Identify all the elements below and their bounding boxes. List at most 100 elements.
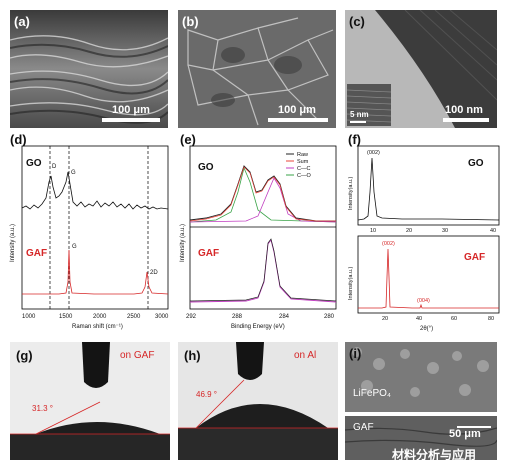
gaf-raman-trace (22, 249, 169, 295)
legend-co: C—O (297, 173, 311, 179)
raman-xtick-1: 1500 (59, 314, 73, 320)
panel-b-label: (b) (182, 14, 199, 29)
xps-gaf-cc-component (189, 238, 337, 303)
panel-c-label: (c) (349, 14, 365, 29)
raman-xtick-0: 1000 (22, 314, 36, 320)
layer-label-gaf: GAF (353, 422, 374, 433)
surface-label-h: on Al (294, 350, 317, 361)
panel-b-sem: (b) 100 μm (178, 10, 336, 128)
legend-cc: C—C (297, 166, 310, 172)
raman-g-peak-label-gaf: G (72, 244, 77, 250)
tem-image-c (345, 10, 497, 128)
xps-gaf-label: GAF (198, 248, 219, 259)
needle-h (236, 342, 264, 380)
scale-bar-a (102, 118, 160, 122)
xps-xlabel: Binding Energy (eV) (231, 324, 285, 330)
raman-xlabel: Raman shift (cm⁻¹) (72, 324, 123, 330)
xps-ylabel: Intensity (a.u.) (180, 224, 186, 262)
xrd-bottom-xtick-0: 20 (382, 316, 388, 322)
panel-d-raman: GO D G GAF G 2D Intensity (a.u.) 1000 15… (4, 132, 174, 337)
raman-chart: GO D G GAF G 2D Intensity (a.u.) 1000 15… (10, 145, 169, 330)
xps-xtick-2: 284 (279, 314, 290, 320)
xrd-bottom-xtick-1: 40 (416, 316, 422, 322)
panel-i-cross-section: (i) LiFePO₄ GAF 50 μm (345, 342, 497, 460)
raman-g-peak-label-go: G (71, 170, 76, 176)
xps-go-sum-trace (189, 166, 336, 222)
raman-go-label: GO (26, 158, 42, 169)
xps-go-raw-trace (189, 165, 336, 222)
legend-sum: Sum (297, 159, 309, 165)
xrd-gaf-label: GAF (464, 252, 485, 263)
xrd-gaf-trace (358, 248, 499, 309)
scale-bar-c (443, 118, 489, 122)
layer-label-lfp: LiFePO₄ (353, 388, 391, 399)
raman-ylabel: Intensity (a.u.) (10, 224, 16, 262)
xrd-go-trace (357, 157, 500, 221)
xps-go-cc-component (189, 177, 337, 223)
xrd-ylabel-top: Intensity(a.u.) (348, 177, 354, 210)
contact-angle-h: 46.9 ° (196, 390, 217, 399)
surface-label-g: on GAF (120, 350, 155, 361)
xps-go-label: GO (198, 162, 214, 173)
xrd-go-peak-label: (002) (367, 150, 380, 156)
panel-h-label: (h) (184, 348, 201, 363)
droplet-image-g (10, 342, 170, 460)
scale-label-c: 100 nm (445, 104, 483, 116)
raman-d-peak-label: D (52, 164, 57, 170)
panel-h-contact-angle: (h) on Al 46.9 ° (178, 342, 338, 460)
panel-i-label: (i) (349, 346, 362, 361)
raman-gaf-label: GAF (26, 248, 47, 259)
panel-f-xrd: (002) (002) (004) GO GAF Intensity(a.u.)… (342, 132, 503, 337)
panel-e-xps: Raw Sum C—C C—O GO GAF Intensity (a.u.) … (176, 132, 340, 337)
xrd-bottom-xtick-2: 60 (451, 316, 457, 322)
xps-xtick-1: 288 (232, 314, 243, 320)
watermark: 材料分析与应用 (392, 448, 477, 462)
droplet-g (36, 422, 160, 434)
xrd-bottom-xtick-3: 80 (488, 316, 494, 322)
xrd-gaf-peak-004: (004) (417, 298, 430, 304)
raman-xtick-2: 2000 (93, 314, 107, 320)
xps-legend: Raw Sum C—C C—O (286, 152, 311, 179)
xps-go-co-component (189, 166, 337, 223)
xps-gaf-raw-trace (189, 238, 337, 302)
panel-g-label: (g) (16, 348, 33, 363)
xps-xtick-3: 280 (324, 314, 335, 320)
droplet-h (196, 404, 328, 428)
xrd-top-xtick-1: 20 (406, 228, 412, 234)
raman-2d-peak-label: 2D (150, 270, 158, 276)
xrd-ylabel-bottom: Intensity(a.u.) (348, 267, 354, 300)
scale-label-i: 50 μm (449, 428, 481, 440)
inset-scale-label-c: 5 nm (350, 110, 369, 119)
xrd-go-label: GO (468, 158, 484, 169)
xrd-top-xtick-2: 30 (442, 228, 448, 234)
sem-image-a (10, 10, 168, 128)
sem-image-b (178, 10, 336, 128)
xps-xtick-0: 292 (186, 314, 197, 320)
xps-chart: Raw Sum C—C C—O GO GAF Intensity (a.u.) … (180, 145, 337, 330)
xrd-gaf-peak-002: (002) (382, 241, 395, 247)
xrd-top-xtick-3: 40 (490, 228, 496, 234)
panel-d-label: (d) (10, 132, 27, 147)
xrd-xlabel: 2θ(°) (420, 326, 433, 332)
scale-label-a: 100 μm (112, 104, 150, 116)
panel-a-label: (a) (14, 14, 30, 29)
xrd-top-xtick-0: 10 (370, 228, 376, 234)
contact-angle-g: 31.3 ° (32, 404, 53, 413)
go-raman-trace (21, 171, 169, 210)
scale-bar-b (268, 118, 328, 122)
scale-label-b: 100 μm (278, 104, 316, 116)
panel-a-sem: (a) 100 μm (10, 10, 168, 128)
needle-g (82, 342, 110, 388)
xrd-chart: (002) (002) (004) GO GAF Intensity(a.u.)… (348, 145, 500, 332)
panel-f-label: (f) (348, 132, 361, 147)
panel-c-tem: (c) 5 nm 100 nm (345, 10, 497, 128)
raman-xtick-4: 3000 (155, 314, 169, 320)
panel-g-contact-angle: (g) on GAF 31.3 ° (10, 342, 170, 460)
raman-xtick-3: 2500 (127, 314, 141, 320)
cross-section-image (345, 342, 497, 460)
inset-scale-bar-c (350, 121, 366, 123)
panel-e-label: (e) (180, 132, 196, 147)
droplet-image-h (178, 342, 338, 460)
legend-raw: Raw (297, 152, 308, 158)
scale-bar-i (457, 426, 491, 428)
